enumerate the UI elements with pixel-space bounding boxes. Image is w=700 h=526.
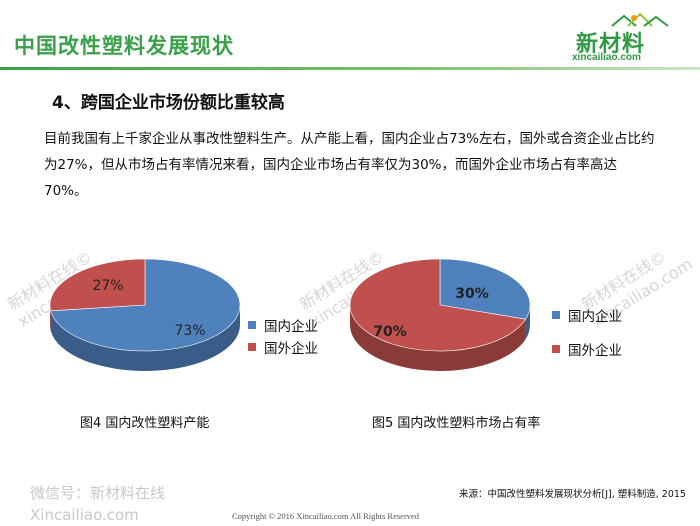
legend-item: 国内企业 (552, 304, 622, 326)
pie-chart-capacity: 73% 27% (49, 258, 241, 372)
wechat-watermark: 微信号：新材料在线 Xincailiao.com (30, 484, 166, 524)
legend-swatch (552, 311, 560, 319)
legend-swatch (248, 321, 256, 329)
legend-label: 国内企业 (264, 319, 318, 335)
logo-name: 新材料 (576, 32, 646, 57)
legend-label: 国内企业 (568, 309, 622, 325)
legend-item: 国外企业 (552, 338, 622, 360)
legend-item: 国外企业 (248, 336, 318, 358)
chart-caption: 图4 国内改性塑料产能 (80, 416, 210, 431)
pie-slice (439, 258, 531, 320)
pie-slice (49, 258, 146, 312)
copyright: Copyright © 2016 Xincailiao.com All Righ… (232, 511, 420, 521)
pie-slice-side (50, 305, 51, 331)
pie-slice (349, 258, 527, 352)
legend-swatch (248, 343, 256, 351)
pie-slice (50, 258, 241, 352)
section-heading: 4、跨国企业市场份额比重较高 (52, 93, 285, 113)
source-note: 来源：中国改性塑料发展现状分析[J], 塑料制造, 2015 (459, 489, 686, 500)
data-label: 27% (92, 278, 123, 294)
chart-legend: 国内企业 国外企业 (248, 314, 318, 358)
pie-chart-market-share: 30% 70% (349, 258, 531, 371)
chart-caption: 图5 国内改性塑料市场占有率 (372, 416, 541, 431)
data-label: 70% (373, 324, 407, 340)
data-label: 30% (455, 286, 489, 302)
legend-label: 国外企业 (264, 341, 318, 357)
data-label: 73% (174, 323, 205, 339)
pie-slice-side (50, 305, 241, 372)
header-divider (0, 67, 700, 70)
legend-label: 国外企业 (568, 343, 622, 359)
page-title: 中国改性塑料发展现状 (14, 34, 234, 58)
pie-slice-side (525, 305, 530, 340)
legend-item: 国内企业 (248, 314, 318, 336)
chart-legend: 国内企业 国外企业 (552, 304, 622, 360)
legend-swatch (552, 345, 560, 353)
house-roof-icon (611, 12, 669, 27)
pie-slice-side (350, 305, 526, 371)
logo-domain: xincailiao.com (572, 52, 641, 63)
logo: 新材料 xincailiao.com (570, 12, 680, 63)
body-paragraph: 目前我国有上千家企业从事改性塑料生产。从产能上看，国内企业占73%左右，国外或合… (44, 131, 655, 199)
